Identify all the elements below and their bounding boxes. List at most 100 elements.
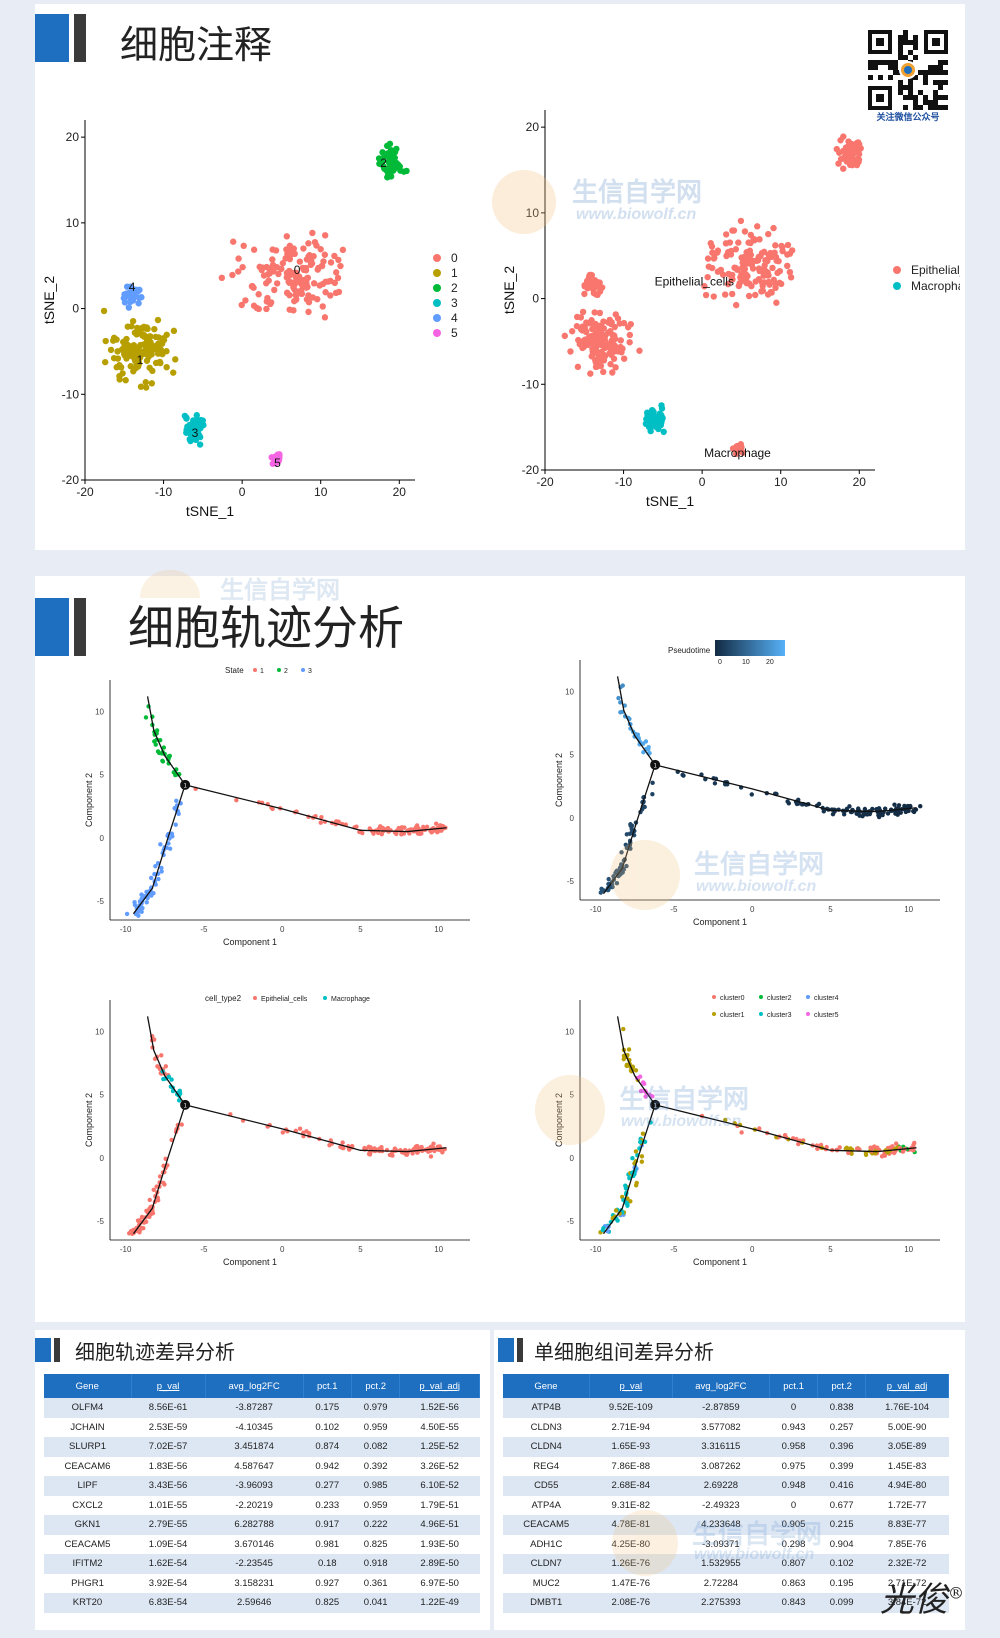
data-point: [148, 380, 156, 387]
data-point: [583, 277, 591, 285]
data-point: [620, 355, 628, 362]
colorbar-tick-label: 0: [718, 659, 722, 666]
qr-module: [938, 80, 943, 85]
data-point: [428, 1144, 434, 1149]
table1-accent-bar: [35, 1338, 51, 1362]
table-cell: 4.94E-80: [865, 1476, 949, 1496]
data-point: [753, 257, 760, 264]
table-cell: 0: [769, 1495, 818, 1515]
data-point: [707, 240, 714, 247]
data-point: [392, 1146, 398, 1151]
data-point: [843, 1146, 849, 1151]
table-cell: CEACAM5: [503, 1515, 590, 1535]
data-point: [300, 245, 307, 252]
data-point: [770, 276, 778, 284]
qr-module: [943, 60, 948, 65]
legend-swatch: [806, 995, 810, 999]
data-point: [626, 331, 634, 339]
data-point: [156, 876, 161, 882]
data-point: [762, 257, 769, 264]
data-point: [335, 288, 343, 296]
data-point: [288, 249, 295, 257]
qr-module: [873, 65, 878, 70]
data-point: [397, 167, 404, 174]
qr-module: [908, 90, 913, 95]
data-point: [132, 364, 140, 372]
data-point: [705, 263, 713, 270]
qr-module: [903, 85, 908, 90]
data-point: [730, 445, 738, 452]
data-point: [918, 804, 923, 809]
data-point: [136, 350, 143, 357]
data-point: [163, 1064, 169, 1069]
data-point: [729, 227, 736, 234]
data-point: [155, 1064, 160, 1069]
data-point: [724, 280, 732, 288]
data-point: [360, 830, 365, 836]
data-point: [728, 275, 735, 282]
data-point: [613, 1208, 619, 1213]
data-point: [334, 274, 342, 282]
data-point: [269, 261, 277, 269]
data-point: [617, 337, 624, 344]
data-point: [601, 1225, 606, 1231]
data-point: [594, 291, 601, 299]
data-point: [304, 274, 312, 282]
data-point: [132, 900, 137, 905]
data-point: [173, 772, 178, 778]
legend-swatch: [433, 314, 441, 322]
table1-title: 细胞轨迹差异分析: [75, 1340, 235, 1364]
x-axis-label: Component 1: [223, 1257, 277, 1267]
data-point: [116, 376, 123, 383]
data-point: [630, 1156, 635, 1161]
legend-swatch: [433, 299, 441, 307]
qr-module: [918, 90, 923, 95]
data-point: [113, 364, 120, 371]
qr-module: [868, 60, 873, 65]
data-point: [383, 142, 391, 150]
data-point: [598, 284, 606, 291]
qr-module: [913, 55, 918, 60]
data-point: [144, 325, 151, 333]
data-point: [263, 298, 271, 305]
legend-label: cluster1: [720, 1012, 745, 1019]
data-point: [640, 1131, 646, 1136]
data-point: [853, 140, 860, 147]
data-point: [140, 331, 148, 339]
data-point: [126, 1231, 132, 1236]
table-cell: 1.01E-55: [131, 1495, 206, 1515]
cluster-legend: cluster0 cluster2 cluster4 cluster1 cluster3…: [712, 995, 839, 1019]
data-point: [717, 266, 725, 274]
column-header: Gene: [503, 1374, 590, 1398]
data-point: [283, 289, 291, 297]
data-point: [322, 278, 329, 286]
data-point: [704, 255, 712, 262]
data-point: [250, 246, 258, 253]
table-cell: PHGR1: [44, 1573, 131, 1593]
watermark-url: www.biowolf.cn: [576, 206, 697, 223]
data-point: [847, 804, 852, 809]
data-point: [102, 337, 109, 345]
data-point: [318, 262, 326, 270]
table-cell: REG4: [503, 1456, 590, 1476]
data-point: [169, 1077, 174, 1082]
legend-swatch: [893, 282, 901, 290]
legend-title: Pseudotime: [668, 646, 711, 655]
data-point: [269, 256, 276, 263]
table-cell: 1.79E-51: [399, 1495, 480, 1515]
table-cell: 1.532955: [672, 1554, 770, 1574]
data-point: [596, 309, 604, 317]
table-cell: 0.927: [303, 1573, 352, 1593]
qr-module: [943, 95, 948, 100]
x-tick-label: -5: [200, 925, 208, 934]
qr-module: [898, 80, 903, 85]
table-cell: CLDN7: [503, 1554, 590, 1574]
data-point: [335, 256, 342, 264]
data-point: [623, 1186, 629, 1191]
legend-swatch: [712, 995, 716, 999]
table-cell: 0.416: [817, 1476, 866, 1496]
data-point: [772, 242, 779, 249]
data-point: [131, 290, 139, 298]
data-point: [778, 280, 785, 288]
section2-accent-bar: [35, 598, 69, 656]
